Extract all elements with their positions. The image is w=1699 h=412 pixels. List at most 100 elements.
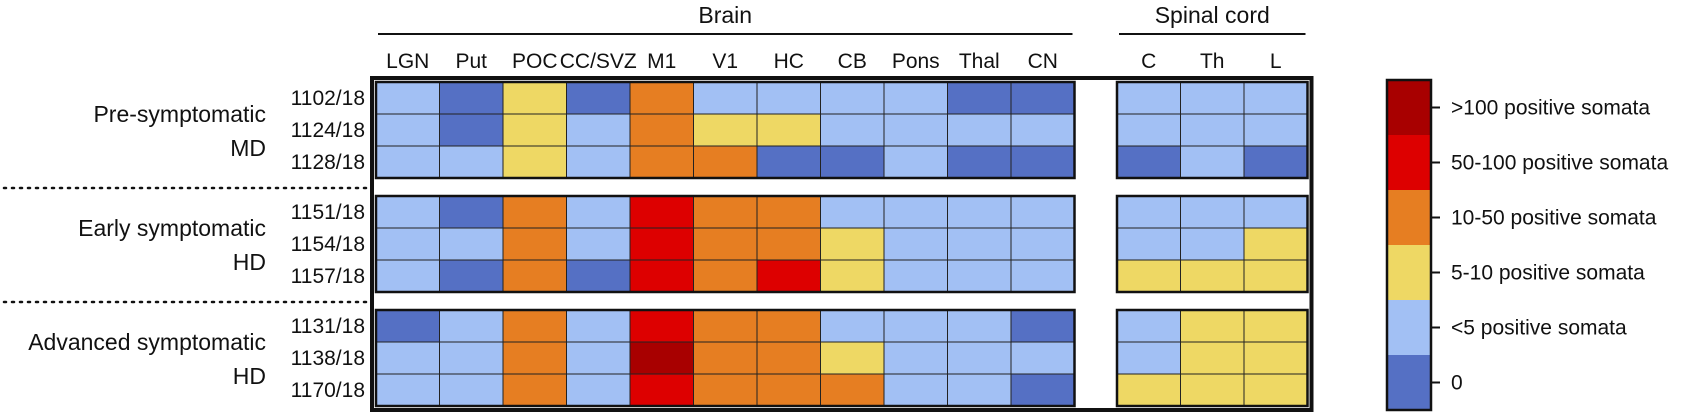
heatmap-cell — [756, 259, 821, 293]
heatmap-cell — [693, 259, 758, 293]
legend-swatch — [1387, 245, 1431, 300]
legend-swatch — [1387, 300, 1431, 355]
heatmap-cell — [1243, 227, 1308, 261]
heatmap-cell — [439, 309, 504, 343]
heatmap-cell — [629, 145, 694, 179]
heatmap-cell — [629, 195, 694, 229]
heatmap-cell — [502, 227, 567, 261]
column-label: LGN — [386, 50, 429, 73]
heatmap-cell — [1116, 309, 1181, 343]
heatmap-cell — [756, 373, 821, 407]
heatmap-cell — [693, 195, 758, 229]
heatmap-cell — [947, 145, 1012, 179]
heatmap-cell — [883, 145, 948, 179]
heatmap-cell — [439, 227, 504, 261]
heatmap-cell — [1116, 195, 1181, 229]
heatmap-cell — [629, 113, 694, 147]
legend-swatch — [1387, 80, 1431, 135]
legend-swatch — [1387, 355, 1431, 410]
heatmap-cell — [566, 341, 631, 375]
heatmap-cell — [756, 145, 821, 179]
heatmap-cell — [439, 113, 504, 147]
sample-id: 1151/18 — [291, 201, 365, 224]
block-border — [374, 194, 1076, 294]
sample-id: 1128/18 — [291, 151, 365, 174]
group-header: Spinal cord — [1155, 2, 1270, 28]
heatmap-cell — [566, 227, 631, 261]
heatmap-cell — [1116, 145, 1181, 179]
heatmap-cell — [502, 259, 567, 293]
heatmap-cell — [375, 113, 440, 147]
heatmap-cell — [1243, 341, 1308, 375]
heatmap-cell — [820, 145, 885, 179]
heatmap-cell — [375, 309, 440, 343]
heatmap-cell — [1180, 195, 1245, 229]
heatmap-cell — [1010, 341, 1075, 375]
column-label: Thal — [959, 50, 1000, 73]
heatmap-cell — [883, 373, 948, 407]
heatmap-cell — [820, 113, 885, 147]
heatmap-cell — [439, 373, 504, 407]
legend-label: 0 — [1451, 372, 1463, 395]
heatmap-cell — [1180, 113, 1245, 147]
legend-frame — [1385, 78, 1433, 412]
column-label: POC — [512, 50, 558, 73]
block-border — [1115, 194, 1309, 294]
heatmap-cell — [1243, 309, 1308, 343]
heatmap-cell — [502, 373, 567, 407]
heatmap-cell — [375, 259, 440, 293]
column-label: CC/SVZ — [560, 50, 637, 73]
heatmap-cell — [883, 309, 948, 343]
heatmap-cell — [502, 113, 567, 147]
heatmap-cell — [947, 195, 1012, 229]
heatmap-cell — [1180, 259, 1245, 293]
block-border — [1115, 308, 1309, 408]
heatmap-cell — [947, 309, 1012, 343]
heatmap-cell — [756, 227, 821, 261]
heatmap-cell — [629, 81, 694, 115]
heatmap-cell — [947, 341, 1012, 375]
heatmap-cell — [1010, 373, 1075, 407]
legend-label: <5 positive somata — [1451, 317, 1627, 340]
heatmap-cell — [375, 145, 440, 179]
heatmap-cell — [693, 309, 758, 343]
heatmap-cell — [883, 113, 948, 147]
heatmap-cell — [1116, 227, 1181, 261]
heatmap-cell — [566, 81, 631, 115]
heatmap-cell — [820, 259, 885, 293]
legend-swatch — [1387, 190, 1431, 245]
heatmap-cell — [629, 309, 694, 343]
heatmap-cell — [756, 309, 821, 343]
heatmap-cell — [502, 341, 567, 375]
heatmap-cell — [693, 227, 758, 261]
row-group-label: Advanced symptomatic — [28, 329, 266, 355]
block-border — [374, 80, 1076, 180]
heatmap-cell — [502, 195, 567, 229]
row-group-label: Pre-symptomatic — [93, 101, 266, 127]
heatmap-cell — [756, 341, 821, 375]
heatmap-cell — [1010, 227, 1075, 261]
heatmap-cell — [566, 195, 631, 229]
heatmap-cell — [1180, 373, 1245, 407]
column-label: Th — [1200, 50, 1225, 73]
heatmap-cell — [947, 227, 1012, 261]
row-group-label: HD — [233, 249, 266, 275]
legend-label: 10-50 positive somata — [1451, 207, 1657, 230]
heatmap-cell — [1116, 259, 1181, 293]
heatmap-cell — [566, 145, 631, 179]
heatmap-cell — [1243, 373, 1308, 407]
heatmap-cell — [883, 195, 948, 229]
heatmap-cell — [439, 145, 504, 179]
heatmap-cell — [947, 373, 1012, 407]
heatmap-cell — [1180, 145, 1245, 179]
heatmap-cell — [820, 341, 885, 375]
heatmap-cell — [502, 309, 567, 343]
heatmap-cell — [820, 227, 885, 261]
heatmap-cell — [1010, 145, 1075, 179]
heatmap-cell — [1116, 81, 1181, 115]
block-border — [1115, 80, 1309, 180]
sample-id: 1157/18 — [291, 265, 365, 288]
heatmap-cell — [693, 373, 758, 407]
legend-swatch — [1387, 135, 1431, 190]
